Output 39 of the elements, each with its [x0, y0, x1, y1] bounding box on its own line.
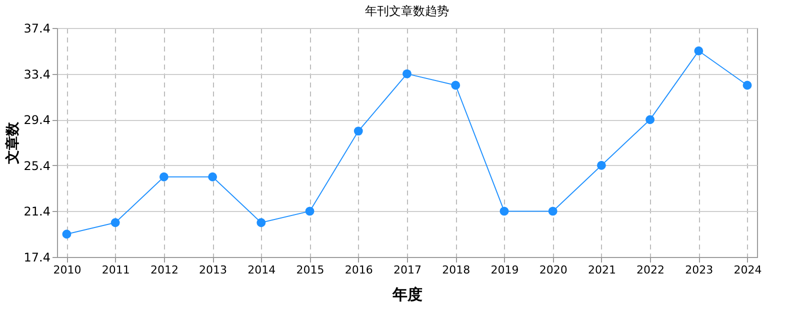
- point: [646, 115, 655, 124]
- x-tick-label: 2012: [150, 264, 178, 276]
- point: [110, 218, 120, 228]
- y-tick-label: 33.4: [24, 67, 50, 82]
- x-tick-label: 2013: [199, 264, 228, 276]
- x-axis-title: 年度: [392, 286, 422, 304]
- x-tick-label: 2024: [734, 264, 762, 276]
- point: [500, 206, 509, 216]
- x-tick-label: 2016: [344, 264, 373, 276]
- point: [451, 80, 460, 90]
- x-tick-label: 2023: [685, 264, 714, 276]
- y-tick-label: 37.4: [24, 22, 50, 36]
- x-tick-label: 2017: [394, 264, 422, 276]
- x-tick-label: 2010: [53, 264, 82, 276]
- point: [208, 172, 218, 182]
- point: [402, 69, 412, 78]
- point: [305, 206, 314, 216]
- x-tick-label: 2019: [490, 264, 519, 276]
- point: [548, 206, 558, 216]
- y-axis-title: 文章数: [4, 121, 21, 165]
- point: [694, 46, 704, 56]
- x-tick-label: 2011: [102, 264, 130, 276]
- x-tick-label: 2015: [296, 264, 324, 276]
- y-tick-label: 21.4: [24, 204, 50, 219]
- point: [596, 160, 606, 170]
- point: [742, 80, 752, 90]
- point: [256, 218, 266, 228]
- chart-title: 年刊文章数趋势: [365, 4, 449, 18]
- point: [159, 172, 168, 182]
- point: [354, 126, 363, 136]
- x-tick-label: 2014: [248, 264, 276, 276]
- x-tick-label: 2022: [636, 264, 665, 276]
- y-tick-label: 29.4: [24, 113, 50, 128]
- x-tick-label: 2018: [442, 264, 470, 276]
- point: [62, 230, 72, 239]
- y-tick-label: 25.4: [24, 158, 50, 173]
- x-tick-label: 2020: [539, 264, 568, 276]
- x-tick-label: 2021: [588, 264, 616, 276]
- y-tick-label: 17.4: [24, 250, 50, 264]
